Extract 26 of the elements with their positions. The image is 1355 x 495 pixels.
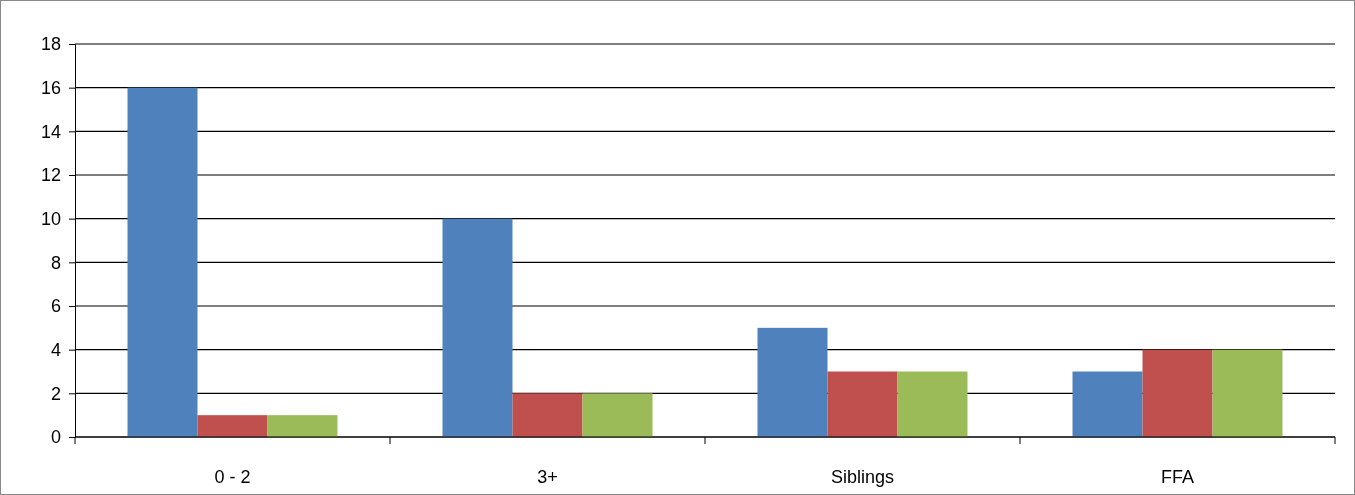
bar [442,218,513,437]
bar [582,393,653,437]
y-tick-label: 4 [50,339,61,360]
bar [267,415,338,437]
bar [197,415,268,437]
bar [512,393,583,437]
bar [127,87,198,437]
bar [827,371,898,437]
bar [1142,349,1213,437]
y-tick-label: 0 [50,427,61,448]
x-tick-label: 0 - 2 [214,466,251,487]
x-tick-label: FFA [1160,466,1195,487]
x-tick-label: 3+ [537,466,558,487]
y-tick-label: 16 [40,77,61,98]
y-tick-label: 10 [40,208,61,229]
y-tick-label: 12 [40,165,61,186]
bar [1072,371,1143,437]
y-tick-label: 18 [40,34,61,55]
y-tick-label: 14 [40,121,61,142]
y-tick-label: 8 [50,252,61,273]
y-tick-label: 6 [50,296,61,317]
bar [1212,349,1283,437]
bar [897,371,968,437]
x-tick-label: Siblings [830,466,895,487]
y-tick-label: 2 [50,383,61,404]
bar [757,327,828,437]
